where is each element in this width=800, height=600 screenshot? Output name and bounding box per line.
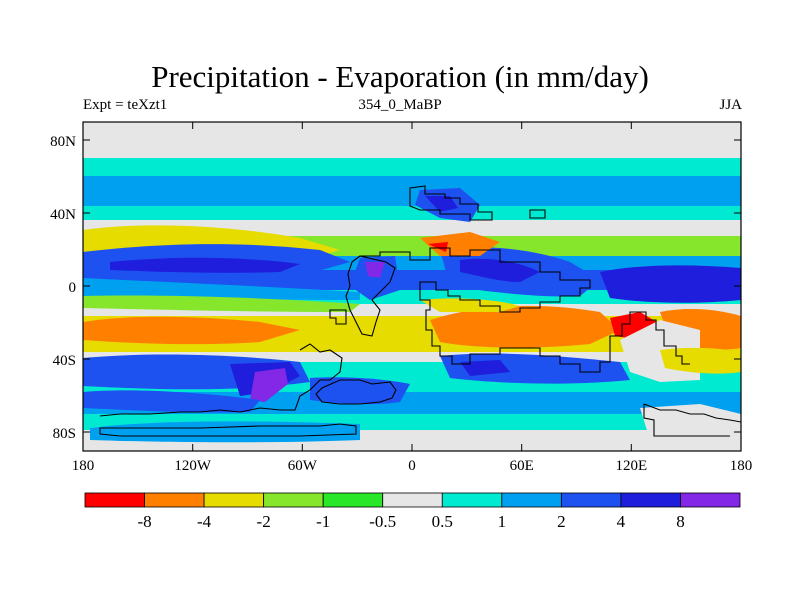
colorbar-label: -2 (257, 512, 271, 531)
period-label: 354_0_MaBP (358, 97, 442, 113)
lat-tick-label: 80S (53, 426, 76, 442)
lon-tick-label: 60W (288, 458, 318, 474)
lon-tick-label: 180 (730, 458, 753, 474)
lon-tick-label: 120W (174, 458, 212, 474)
colorbar-box (263, 492, 324, 508)
colorbar-box (560, 492, 622, 508)
lon-tick-label: 120E (615, 458, 647, 474)
colorbar-labels: -8 -4 -2 -1 -0.5 0.5 1 2 4 8 (137, 512, 684, 531)
colorbar-box (620, 492, 681, 508)
colorbar-box (680, 492, 741, 508)
colorbar-label: 1 (498, 512, 507, 531)
colorbar-label: 4 (617, 512, 626, 531)
colorbar (84, 492, 741, 508)
axis-ticks (83, 122, 741, 451)
colorbar-box (382, 492, 443, 508)
colorbar-box (144, 492, 205, 508)
colorbar-box (441, 492, 503, 508)
colorbar-label: 0.5 (432, 512, 453, 531)
colorbar-label: -8 (137, 512, 151, 531)
map-title: Precipitation - Evaporation (in mm/day) (151, 59, 649, 94)
lat-tick-label: 40S (53, 353, 76, 369)
lat-tick-label: 40N (50, 207, 76, 223)
colorbar-label: 2 (557, 512, 566, 531)
colorbar-label: -0.5 (369, 512, 396, 531)
colorbar-box (322, 492, 384, 508)
colorbar-box (203, 492, 265, 508)
lat-tick-label: 0 (69, 280, 77, 296)
lon-tick-label: 0 (408, 458, 416, 474)
colorbar-box (84, 492, 145, 508)
colorbar-label: 8 (676, 512, 685, 531)
lon-tick-label: 60E (510, 458, 534, 474)
colorbar-box (501, 492, 562, 508)
coastline-outlines (99, 185, 741, 437)
experiment-label: Expt = teXzt1 (83, 97, 168, 113)
precip-evap-field (83, 122, 741, 451)
season-label: JJA (719, 97, 742, 113)
lat-tick-label: 80N (50, 134, 76, 150)
colorbar-label: -1 (316, 512, 330, 531)
lon-tick-label: 180 (72, 458, 95, 474)
colorbar-label: -4 (197, 512, 212, 531)
